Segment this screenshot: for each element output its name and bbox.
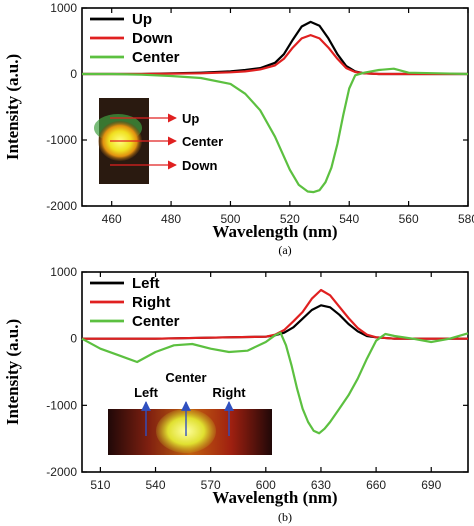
panel-caption: (b) xyxy=(278,510,292,524)
inset-label: Down xyxy=(182,158,217,173)
panel-caption: (a) xyxy=(278,243,291,257)
x-tick-label: 630 xyxy=(311,478,331,492)
series-line-down xyxy=(82,33,468,76)
x-tick-label: 570 xyxy=(201,478,221,492)
x-tick-label: 540 xyxy=(339,212,359,226)
y-tick-label: -1000 xyxy=(46,133,77,147)
legend-label: Up xyxy=(132,11,152,28)
y-tick-label: 1000 xyxy=(50,1,77,15)
x-axis-title: Wavelength (nm) xyxy=(212,222,337,241)
inset-label: Center xyxy=(182,134,223,149)
series-line-right xyxy=(82,288,468,340)
chart-panel-b: 510 540 570 600 630 660 690 1000 0 -1000 -2000 Wave… xyxy=(3,265,469,524)
inset-photo: Up Center Down xyxy=(94,98,223,184)
x-tick-label: 500 xyxy=(220,212,240,226)
y-tick-label: 1000 xyxy=(50,265,77,279)
y-tick-label: 0 xyxy=(70,332,77,346)
y-tick-label: -1000 xyxy=(46,398,77,412)
x-tick-label: 580 xyxy=(458,212,474,226)
inset-photo: Left Center Right xyxy=(108,370,272,455)
y-axis-title: Intensity (a.u.) xyxy=(3,319,22,425)
plot-frame xyxy=(81,7,469,207)
x-tick-label: 460 xyxy=(102,212,122,226)
legend-label: Left xyxy=(132,275,160,292)
legend-label: Down xyxy=(132,30,173,47)
legend-label: Center xyxy=(132,49,180,66)
x-tick-label: 660 xyxy=(366,478,386,492)
series-line-center xyxy=(82,67,469,194)
y-axis-title: Intensity (a.u.) xyxy=(3,54,22,160)
inset-label: Left xyxy=(134,385,159,400)
inset-label: Right xyxy=(212,385,246,400)
x-tick-label: 690 xyxy=(421,478,441,492)
y-tick-label: 0 xyxy=(70,67,77,81)
x-tick-label: 560 xyxy=(399,212,419,226)
plot-frame xyxy=(81,271,469,473)
x-axis-title: Wavelength (nm) xyxy=(212,488,337,507)
x-tick-label: 600 xyxy=(256,478,276,492)
series-line-center xyxy=(81,331,469,435)
legend-label: Right xyxy=(132,294,170,311)
legend-label: Center xyxy=(132,313,180,330)
x-tick-label: 520 xyxy=(280,212,300,226)
y-tick-label: -2000 xyxy=(46,199,77,213)
chart-panel-a: 460 480 500 520 540 560 580 1000 0 -1000 -2000 Wave… xyxy=(3,1,474,257)
y-tick-label: -2000 xyxy=(46,465,77,479)
inset-label: Center xyxy=(165,370,206,385)
x-tick-label: 510 xyxy=(90,478,110,492)
x-tick-label: 480 xyxy=(161,212,181,226)
x-tick-label: 540 xyxy=(146,478,166,492)
inset-label: Up xyxy=(182,111,199,126)
